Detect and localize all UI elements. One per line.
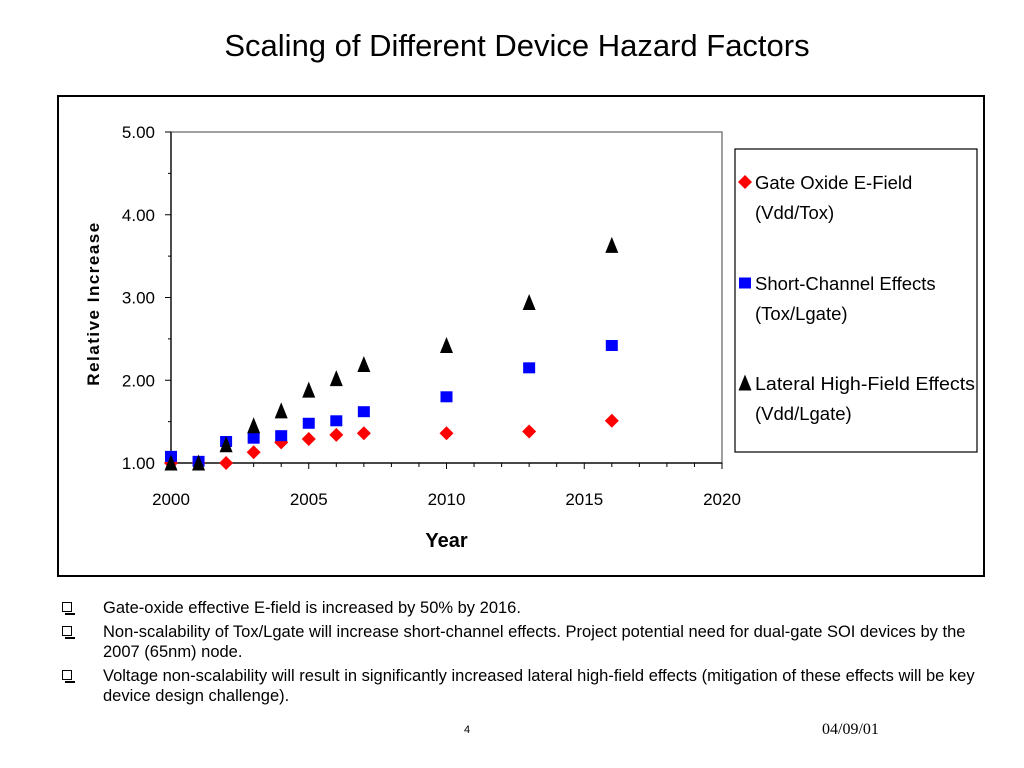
diamond-data-point xyxy=(219,456,234,470)
bullet-text: Gate-oxide effective E-field is increase… xyxy=(103,599,521,617)
page-number: 4 xyxy=(464,724,471,736)
legend-triangle-icon xyxy=(738,374,752,391)
data-points xyxy=(164,236,619,471)
scatter-chart: 1.00 2.00 3.00 4.00 5.00 2000 2005 2010 2015 2020… xyxy=(84,123,978,552)
triangle-data-point xyxy=(357,356,371,373)
triangle-data-point xyxy=(219,436,233,453)
square-data-point xyxy=(330,415,343,427)
legend-label: Gate Oxide E-Field xyxy=(755,172,912,193)
x-tick-label: 2015 xyxy=(565,490,603,509)
legend-box xyxy=(734,148,978,453)
axes: 1.00 2.00 3.00 4.00 5.00 2000 2005 2010 2015 2020… xyxy=(84,123,741,552)
checkbox-bullet-icon xyxy=(62,626,75,639)
x-tick-label: 2020 xyxy=(703,490,741,509)
x-tick-label: 2005 xyxy=(290,490,328,509)
legend-label: Lateral High-Field Effects xyxy=(755,373,975,394)
diamond-data-point xyxy=(604,413,619,428)
triangle-data-point xyxy=(440,336,453,353)
square-data-point xyxy=(302,417,315,429)
triangle-data-point xyxy=(329,370,343,387)
triangle-data-point xyxy=(302,381,316,398)
square-data-point xyxy=(523,362,536,374)
diamond-data-point xyxy=(329,427,344,442)
y-tick-label: 2.00 xyxy=(122,371,155,390)
plot-border xyxy=(170,131,723,464)
slide-date: 04/09/01 xyxy=(822,721,879,738)
triangle-data-point xyxy=(605,236,619,253)
bullet-item: Voltage non-scalability will result in s… xyxy=(60,666,990,706)
triangle-data-point xyxy=(164,454,178,471)
square-data-point xyxy=(605,339,618,351)
legend-label: (Tox/Lgate) xyxy=(755,303,848,324)
legend-label: Short-Channel Effects xyxy=(755,273,936,294)
y-tick-label: 1.00 xyxy=(122,454,155,473)
slide-title: Scaling of Different Device Hazard Facto… xyxy=(224,28,810,63)
legend: Gate Oxide E-Field (Vdd/Tox) Short-Channel… xyxy=(734,148,978,453)
bullet-text: Voltage non-scalability will result in s… xyxy=(103,667,975,705)
diamond-data-point xyxy=(301,432,316,447)
square-data-point xyxy=(247,432,260,444)
diamond-data-point xyxy=(522,424,537,439)
bullet-item: Non-scalability of Tox/Lgate will increa… xyxy=(60,622,990,662)
y-axis-title: Relative Increase xyxy=(84,221,103,385)
chart-frame: 1.00 2.00 3.00 4.00 5.00 2000 2005 2010 2015 2020… xyxy=(57,95,985,577)
checkbox-bullet-icon xyxy=(62,602,75,615)
diamond-data-point xyxy=(356,426,371,441)
y-tick-label: 4.00 xyxy=(122,206,155,225)
bullet-list: Gate-oxide effective E-field is increase… xyxy=(60,598,990,710)
triangle-data-point xyxy=(192,454,206,471)
square-data-point xyxy=(440,391,453,403)
bullet-text: Non-scalability of Tox/Lgate will increa… xyxy=(103,623,966,661)
y-tick-label: 3.00 xyxy=(122,289,155,308)
y-tick-label: 5.00 xyxy=(122,123,155,142)
x-tick-label: 2010 xyxy=(428,490,466,509)
x-axis-title: Year xyxy=(425,530,467,552)
triangle-data-point xyxy=(522,293,536,310)
square-data-point xyxy=(357,406,370,418)
legend-diamond-icon xyxy=(738,175,752,189)
legend-square-icon xyxy=(739,277,751,289)
x-tick-label: 2000 xyxy=(152,490,190,509)
triangle-data-point xyxy=(274,402,288,419)
legend-label: (Vdd/Tox) xyxy=(755,202,834,223)
square-data-point xyxy=(275,430,288,442)
plot-area xyxy=(170,131,723,464)
triangle-data-point xyxy=(247,417,261,434)
bullet-item: Gate-oxide effective E-field is increase… xyxy=(60,598,990,618)
checkbox-bullet-icon xyxy=(62,670,75,683)
diamond-data-point xyxy=(439,426,454,441)
legend-label: (Vdd/Lgate) xyxy=(755,403,852,424)
diamond-data-point xyxy=(246,445,261,460)
